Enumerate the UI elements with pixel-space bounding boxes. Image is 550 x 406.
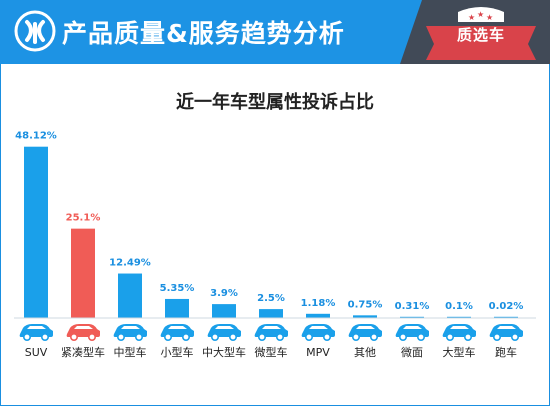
bar-2 [118,273,142,318]
category-label-8: 微面 [401,345,423,359]
value-label-6: 1.18% [301,298,336,309]
svg-text:★: ★ [477,10,484,19]
chart-title: 近一年车型属性投诉占比 [176,92,374,113]
car-icon [254,324,288,342]
value-label-8: 0.31% [395,301,430,312]
car-icon [19,324,54,342]
category-label-2: 中型车 [114,345,147,359]
value-label-4: 3.9% [210,288,238,299]
value-label-0: 48.12% [15,131,57,142]
badge-ribbon-icon: ★ ★ ★ [426,7,536,60]
svg-text:★: ★ [486,13,493,22]
category-label-0: SUV [25,346,48,359]
category-label-10: 跑车 [495,345,517,359]
bar-6 [306,313,330,318]
car-icon [207,324,241,342]
value-label-1: 25.1% [66,213,101,224]
bar-5 [259,309,283,318]
header-bar: 产品质量&服务趋势分析 ★ ★ ★ 质选车 [0,0,550,64]
category-label-1: 紧凑型车 [61,345,105,359]
bar-0 [24,146,48,318]
category-label-4: 中大型车 [202,345,246,359]
value-label-3: 5.35% [160,283,195,294]
car-icon [395,324,429,342]
bar-4 [212,304,236,318]
svg-text:★: ★ [468,13,475,22]
category-label-3: 小型车 [161,345,194,359]
bar-8 [400,316,424,318]
value-label-5: 2.5% [257,293,285,304]
car-icon [348,324,382,342]
bar-chart: 48.12% SUV 25.1% 紧凑型车 12.49% 中型车 5.35% 小型车 3.9% 中… [14,131,536,359]
car-icon [489,324,523,342]
car-icon [160,324,194,342]
bar-3 [165,298,189,318]
header-title: 产品质量&服务趋势分析 [62,19,345,48]
category-label-9: 大型车 [443,345,476,359]
category-label-7: 其他 [354,346,376,359]
bar-1 [71,228,95,318]
value-label-7: 0.75% [348,299,383,310]
category-label-6: MPV [306,346,330,359]
value-label-10: 0.02% [489,301,524,312]
brand-logo-icon [14,10,56,52]
car-icon [442,324,476,342]
bar-9 [447,316,471,318]
bar-10 [494,316,518,318]
badge-label: 质选车 [456,26,505,44]
value-label-9: 0.1% [445,301,473,312]
car-icon [113,324,147,342]
bar-7 [353,315,377,318]
car-icon [301,324,335,342]
car-icon [66,324,100,342]
value-label-2: 12.49% [109,258,151,269]
category-label-5: 微型车 [255,345,288,359]
